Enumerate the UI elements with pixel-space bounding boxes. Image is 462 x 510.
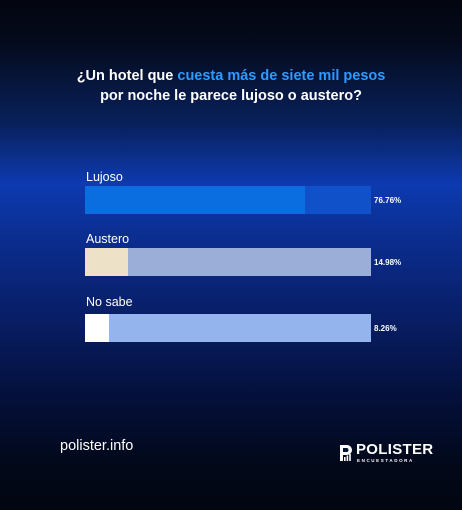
title-part1: ¿Un hotel que — [76, 68, 178, 84]
chart-title: ¿Un hotel que cuesta más de siete mil pe… — [0, 66, 462, 106]
bar-value-label: 76.76% — [374, 196, 402, 205]
bar-fill — [85, 248, 128, 276]
bar-track — [85, 186, 371, 214]
bar-value-label: 8.26% — [374, 324, 397, 333]
footer-url[interactable]: polister.info — [60, 438, 134, 454]
title-line2: por noche le parece lujoso o austero? — [100, 88, 362, 104]
bar-fill — [85, 186, 305, 214]
bar-label-lujoso: Lujoso — [86, 170, 123, 184]
brand-name: POLISTER — [356, 441, 434, 458]
polister-logo: POLISTER ENCUESTADORA — [338, 441, 433, 467]
title-highlight: cuesta más de siete mil pesos — [177, 68, 386, 84]
bar-fill — [85, 314, 109, 342]
bar-label-no-sabe: No sabe — [86, 295, 133, 309]
brand-subtitle: ENCUESTADORA — [357, 458, 414, 463]
polister-logo-icon — [340, 445, 352, 461]
bar-track — [85, 314, 371, 342]
bar-value-label: 14.98% — [374, 258, 402, 267]
bar-label-austero: Austero — [86, 232, 130, 246]
bar-track — [85, 248, 371, 276]
